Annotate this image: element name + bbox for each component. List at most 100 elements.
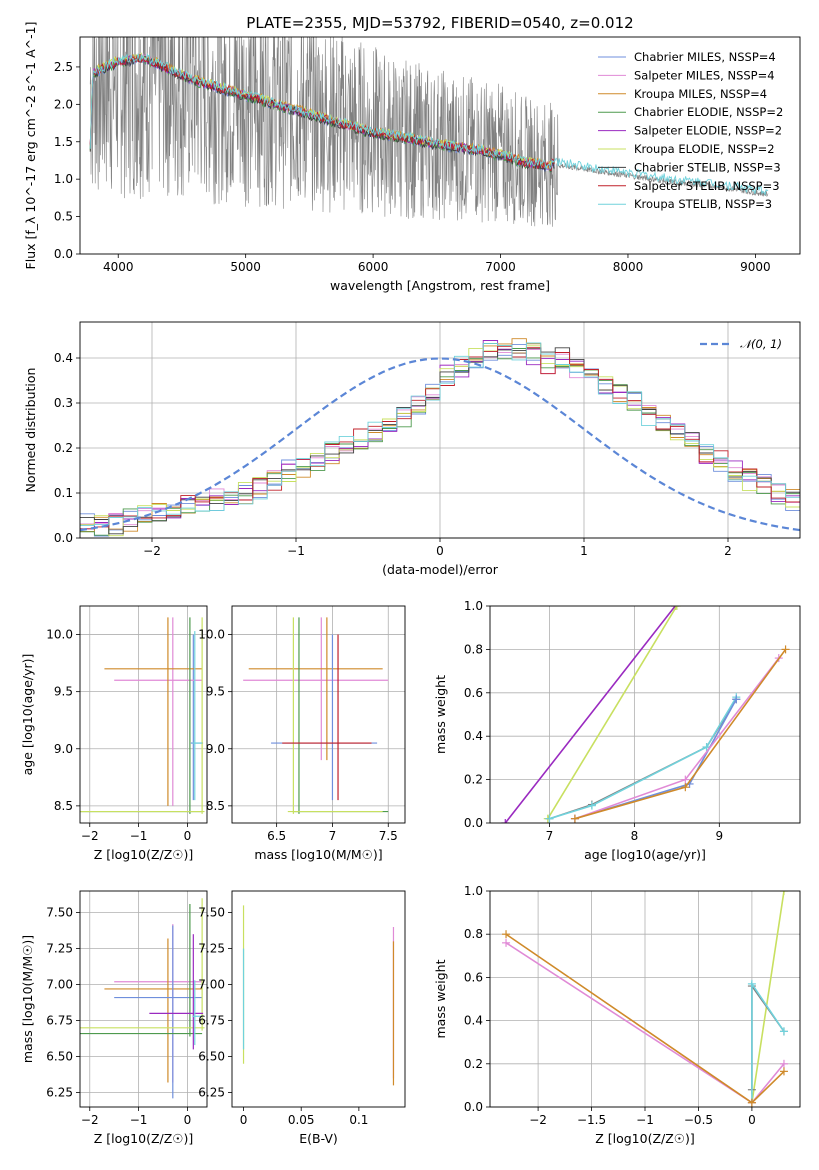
x-tick-label: 7 [329,829,337,843]
y-tick-label: 0.2 [464,773,483,787]
x-tick-label: 7000 [485,260,516,274]
axes-frame [79,36,801,255]
residual-histogram [80,347,800,535]
x-tick-label: −1 [636,1113,654,1127]
x-tick-label: 0 [436,544,444,558]
y-tick-label: 7.25 [46,942,73,956]
legend-entry: Chabrier MILES, NSSP=4 [634,50,776,64]
plot-area [501,606,790,823]
residual-histogram [80,345,800,537]
y-tick-label: 7.50 [198,906,225,920]
plot-area [502,891,788,1107]
legend-entry: Kroupa STELIB, NSSP=3 [634,197,772,211]
y-tick-label: 2.5 [54,60,73,74]
y-tick-label: 0.0 [464,1100,483,1114]
legend-entry: Salpeter ELODIE, NSSP=2 [634,124,782,138]
model-spectrum-line [89,53,769,197]
x-axis-label: age [log10(age/yr)] [584,847,706,862]
x-axis-label: wavelength [Angstrom, rest frame] [330,278,550,293]
y-tick-label: 2.0 [54,97,73,111]
x-tick-label: 6000 [358,260,389,274]
y-tick-label: 1.0 [54,172,73,186]
y-axis-label: Normed distribution [23,368,38,493]
legend-entry: Chabrier ELODIE, NSSP=2 [634,105,783,119]
y-tick-label: 0.5 [54,210,73,224]
y-tick-label: 0.8 [464,642,483,656]
x-tick-label: −1.5 [577,1113,606,1127]
model-spectrum-line [89,53,555,171]
axes-frame [79,890,208,1108]
y-tick-label: 6.50 [46,1050,73,1064]
y-tick-label: 6.25 [198,1086,225,1100]
x-tick-label: 7.5 [379,829,398,843]
x-tick-label: 9 [715,829,723,843]
y-tick-label: 0.2 [54,441,73,455]
y-tick-label: 0.8 [464,927,483,941]
x-tick-label: 9000 [740,260,771,274]
x-tick-label: 0 [184,829,192,843]
y-tick-label: 0.6 [464,686,483,700]
x-tick-label: 8 [631,829,639,843]
y-tick-label: 9.0 [54,742,73,756]
mass-weight-line [547,606,678,820]
axes-frame [489,605,801,824]
mass-weight-line [504,606,676,823]
mass-weight-line [549,698,737,820]
x-axis-label: E(B-V) [299,1131,338,1146]
x-tick-label: −2 [81,1113,99,1127]
x-tick-label: 4000 [103,260,134,274]
x-tick-label: −1 [130,829,148,843]
plot-area [242,905,395,1086]
x-axis-label: (data-model)/error [382,562,499,577]
residual-histogram [80,342,800,527]
y-tick-label: 1.0 [464,884,483,898]
y-axis-label: Flux [f_λ 10^-17 erg cm^-2 s^-1 A^-1] [23,22,38,270]
plot-area [89,37,769,227]
x-tick-label: 0 [184,1113,192,1127]
y-tick-label: 7.50 [46,906,73,920]
y-tick-label: 10.0 [46,628,73,642]
y-tick-label: 0.4 [54,351,73,365]
y-tick-label: 0.0 [464,816,483,830]
plot-area [80,617,205,814]
y-tick-label: 0.4 [464,729,483,743]
normal-curve [80,357,800,532]
y-tick-label: 0.0 [54,247,73,261]
y-tick-label: 8.5 [206,799,225,813]
legend-entry: Salpeter MILES, NSSP=4 [634,68,775,82]
y-tick-label: 9.5 [54,685,73,699]
legend-entry: 𝒩(0, 1) [740,337,782,351]
y-tick-label: 7.00 [46,978,73,992]
y-axis-label: age [log10(age/yr)] [20,654,35,776]
mass-weight-line [751,891,785,1103]
x-axis-label: Z [log10(Z/Z☉)] [94,847,194,862]
y-tick-label: 7.00 [198,978,225,992]
y-tick-label: 0.6 [464,970,483,984]
x-tick-label: −2 [143,544,161,558]
x-tick-label: −2 [81,829,99,843]
x-axis-label: mass [log10(M/M☉)] [254,847,382,862]
y-tick-label: 0.4 [464,1014,483,1028]
y-tick-label: 0.3 [54,396,73,410]
x-tick-label: 1 [580,544,588,558]
y-tick-label: 9.5 [206,685,225,699]
axes-frame [231,890,406,1108]
x-tick-label: 8000 [613,260,644,274]
y-tick-label: 0.0 [54,531,73,545]
x-axis-label: Z [log10(Z/Z☉)] [595,1131,695,1146]
legend-entry: Chabrier STELIB, NSSP=3 [634,160,781,174]
mass-weight-line [549,696,737,820]
y-tick-label: 1.0 [464,599,483,613]
plot-area [80,338,800,537]
x-axis-label: Z [log10(Z/Z☉)] [94,1131,194,1146]
mass-weight-line [574,648,787,820]
y-tick-label: 6.75 [198,1014,225,1028]
y-tick-label: 6.50 [198,1050,225,1064]
x-tick-label: −2 [529,1113,547,1127]
y-tick-label: 0.1 [54,486,73,500]
x-tick-label: 0 [748,1113,756,1127]
legend-entry: Kroupa MILES, NSSP=4 [634,87,767,101]
axes-frame [231,605,406,824]
y-tick-label: 1.5 [54,135,73,149]
y-tick-label: 8.5 [54,799,73,813]
